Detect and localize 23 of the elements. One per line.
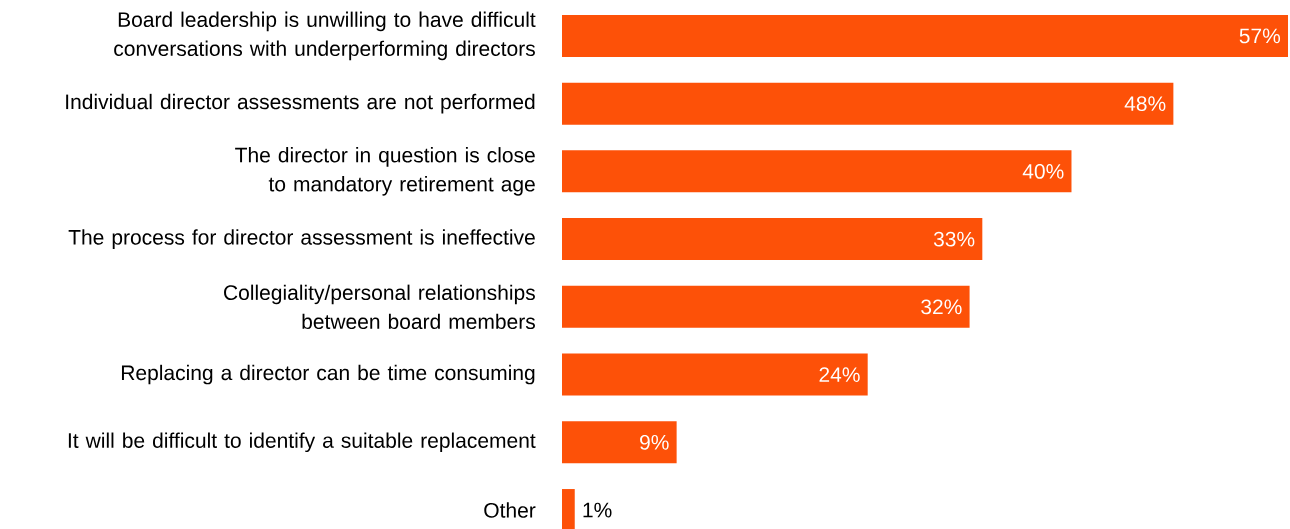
bar — [562, 82, 1174, 125]
bar — [562, 353, 868, 396]
data-label: 48% — [1124, 96, 1166, 112]
y-tick-label: Other — [484, 502, 536, 518]
bar — [562, 421, 677, 464]
y-tick-label: The director in question is close to mandatory retirement age — [235, 147, 535, 196]
y-tick-label: Collegiality/personal relationships between board members — [224, 284, 535, 330]
bar — [562, 14, 1289, 57]
bar — [562, 150, 1072, 193]
y-tick-label: Individual director assessments are not performed — [66, 93, 535, 114]
data-label: 32% — [921, 299, 962, 315]
data-label: 57% — [1239, 28, 1281, 44]
y-tick-label: Replacing a director can be time consuming — [121, 364, 535, 385]
data-label: 1% — [583, 502, 612, 518]
y-tick-label: The process for director assessment is ineffective — [68, 229, 535, 249]
y-tick-label: It will be difficult to identify a suitable replacement — [68, 432, 536, 453]
data-label: 9% — [640, 434, 669, 450]
data-label: 33% — [933, 231, 975, 247]
bar — [562, 218, 983, 261]
data-label: 24% — [819, 367, 860, 382]
bar — [562, 285, 970, 328]
y-tick-label: Board leadership is unwilling to have difficult conversations with underperforming directors — [114, 11, 536, 61]
data-label: 40% — [1022, 163, 1064, 179]
